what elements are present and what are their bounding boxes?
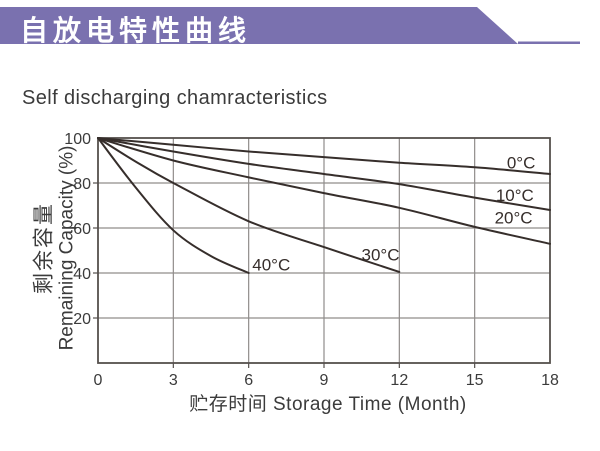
series-label-40c: 40°C bbox=[252, 256, 290, 275]
banner-underline bbox=[518, 41, 580, 44]
y-tick-label: 60 bbox=[73, 221, 91, 238]
page-title: 自放电特性曲线 bbox=[20, 15, 252, 46]
plot-frame bbox=[97, 137, 551, 364]
header-banner-shape-svg bbox=[0, 7, 580, 44]
curve-10c bbox=[97, 137, 551, 211]
y-tick-label: 80 bbox=[73, 176, 91, 193]
series-label-30c: 30°C bbox=[362, 246, 400, 265]
chart-subtitle: Self discharging chamracteristics bbox=[22, 87, 328, 109]
y-tick-label: 100 bbox=[64, 131, 91, 148]
curve-0c bbox=[97, 137, 551, 175]
self-discharge-line-chart: 0°C 10°C 20°C 30°C 40°C 0 3 6 9 12 15 18 100 80 60 40 20… bbox=[33, 131, 560, 415]
x-axis-title: 贮存时间 Storage Time (Month) bbox=[189, 393, 467, 415]
header-banner: 自放电特性曲线 bbox=[0, 0, 600, 50]
x-tick-label: 6 bbox=[244, 372, 253, 389]
y-tick-label: 40 bbox=[73, 266, 91, 283]
series-label-20c: 20°C bbox=[495, 208, 533, 227]
x-tick-label: 15 bbox=[466, 372, 484, 389]
y-tick-label: 20 bbox=[73, 311, 91, 328]
x-tick-label: 12 bbox=[390, 372, 408, 389]
series-label-10c: 10°C bbox=[496, 186, 534, 205]
banner-background-shape bbox=[0, 7, 518, 44]
curve-20c bbox=[97, 137, 551, 245]
series-label-0c: 0°C bbox=[507, 153, 536, 172]
x-tick-label: 18 bbox=[541, 372, 559, 389]
curve-40c bbox=[97, 137, 250, 274]
x-tick-label: 0 bbox=[94, 372, 103, 389]
x-tick-label: 9 bbox=[320, 372, 329, 389]
y-axis-title-cn: 剩余容量 bbox=[33, 202, 56, 294]
curve-30c bbox=[97, 137, 401, 273]
x-tick-label: 3 bbox=[169, 372, 178, 389]
y-axis-title-en: Remaining Capacity (%) bbox=[57, 146, 78, 351]
